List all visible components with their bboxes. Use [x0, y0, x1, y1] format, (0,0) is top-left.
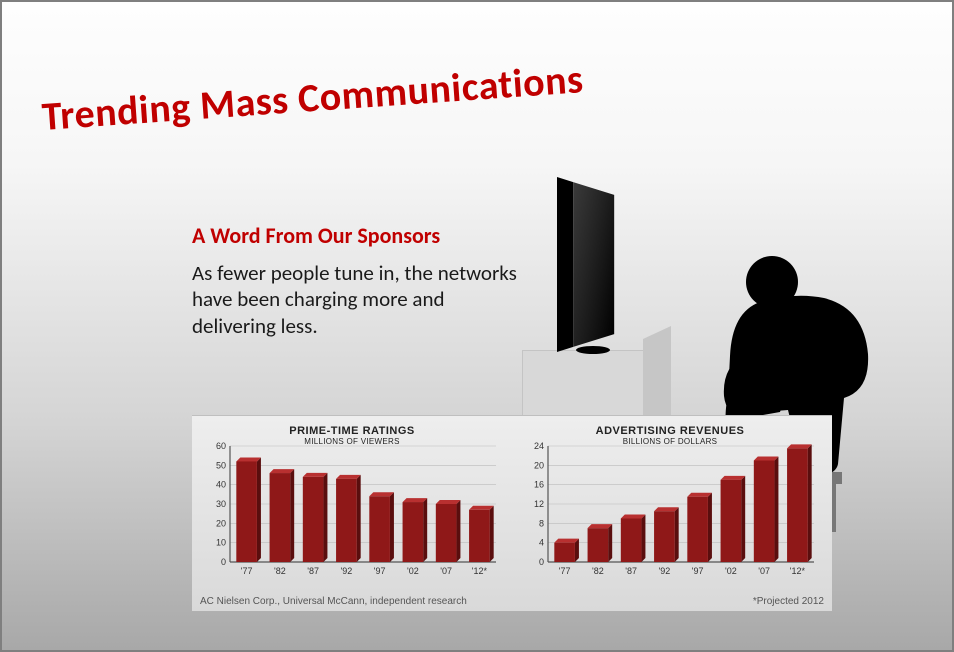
revenues-chart: ADVERTISING REVENUES BILLIONS OF DOLLARS…	[520, 422, 820, 580]
svg-text:'92: '92	[659, 566, 671, 576]
chart-source: AC Nielsen Corp., Universal McCann, inde…	[200, 596, 467, 607]
svg-text:'07: '07	[440, 566, 452, 576]
svg-text:10: 10	[216, 538, 226, 548]
svg-text:'12*: '12*	[472, 566, 488, 576]
svg-text:0: 0	[221, 557, 226, 567]
svg-text:4: 4	[539, 538, 544, 548]
ratings-chart-title: PRIME-TIME RATINGS MILLIONS OF VIEWERS	[202, 426, 502, 446]
revenues-chart-title: ADVERTISING REVENUES BILLIONS OF DOLLARS	[520, 426, 820, 446]
svg-text:'82: '82	[274, 566, 286, 576]
svg-text:'87: '87	[307, 566, 319, 576]
svg-text:0: 0	[539, 557, 544, 567]
svg-text:'87: '87	[625, 566, 637, 576]
chart-title-text: PRIME-TIME RATINGS	[289, 425, 415, 437]
section-subtitle: A Word From Our Sponsors	[192, 222, 440, 249]
svg-text:16: 16	[534, 480, 544, 490]
svg-text:'92: '92	[341, 566, 353, 576]
svg-text:'02: '02	[407, 566, 419, 576]
svg-text:20: 20	[534, 460, 544, 470]
svg-text:'97: '97	[374, 566, 386, 576]
svg-text:'82: '82	[592, 566, 604, 576]
svg-text:50: 50	[216, 460, 226, 470]
slide-title: Trending Mass Communications	[40, 54, 585, 141]
tv-icon	[557, 177, 573, 352]
tv-base	[576, 346, 610, 354]
chart-title-text: ADVERTISING REVENUES	[596, 425, 745, 437]
ratings-chart: PRIME-TIME RATINGS MILLIONS OF VIEWERS 0…	[202, 422, 502, 580]
svg-text:30: 30	[216, 499, 226, 509]
chart-subtitle-text: BILLIONS OF DOLLARS	[520, 438, 820, 446]
chart-footnote: *Projected 2012	[753, 596, 824, 607]
slide: Trending Mass Communications A Word From…	[0, 0, 954, 652]
chart-panel: PRIME-TIME RATINGS MILLIONS OF VIEWERS 0…	[192, 415, 832, 611]
svg-text:'12*: '12*	[790, 566, 806, 576]
svg-text:12: 12	[534, 499, 544, 509]
body-text: As fewer people tune in, the networks ha…	[192, 260, 532, 339]
svg-text:20: 20	[216, 518, 226, 528]
svg-text:'77: '77	[559, 566, 571, 576]
svg-text:'07: '07	[758, 566, 770, 576]
svg-text:40: 40	[216, 480, 226, 490]
svg-text:'02: '02	[725, 566, 737, 576]
svg-text:8: 8	[539, 518, 544, 528]
svg-text:'97: '97	[692, 566, 704, 576]
chart-subtitle-text: MILLIONS OF VIEWERS	[202, 438, 502, 446]
svg-text:'77: '77	[241, 566, 253, 576]
